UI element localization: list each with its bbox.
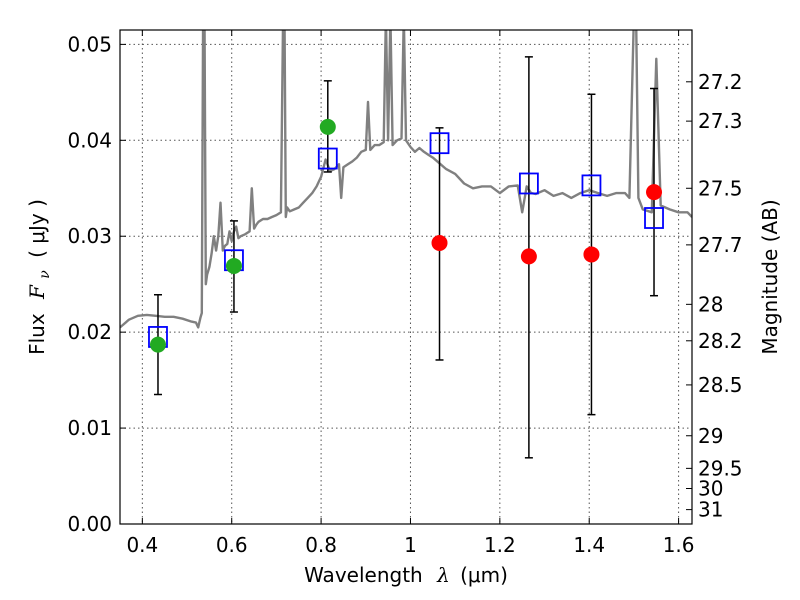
y-tick-label: 0.05 bbox=[67, 32, 112, 56]
y2-tick-label: 30 bbox=[698, 477, 723, 501]
y-tick-label: 0.02 bbox=[67, 320, 112, 344]
y2-tick-label: 27.5 bbox=[698, 176, 743, 200]
y2-tick-label: 27.3 bbox=[698, 109, 743, 133]
y2-axis-label: Magnitude (AB) bbox=[758, 199, 782, 354]
model-flux-square bbox=[317, 147, 338, 170]
observed-flux-point bbox=[646, 184, 663, 201]
x-axis-label-text: Wavelength bbox=[304, 563, 423, 587]
observed-flux-point bbox=[225, 257, 242, 274]
observed-flux-point bbox=[319, 118, 336, 135]
series bbox=[120, 30, 692, 459]
y-tick-label: 0.00 bbox=[67, 512, 112, 536]
observed-flux-point bbox=[583, 246, 600, 263]
observed-flux-point bbox=[431, 234, 448, 251]
model-flux-square bbox=[429, 132, 450, 155]
y-axis-label: Flux F ν ( μJy ) bbox=[25, 199, 54, 355]
y2-tick-label: 27.2 bbox=[698, 70, 743, 94]
grid bbox=[120, 30, 692, 524]
y2-tick-label: 29.5 bbox=[698, 456, 743, 480]
x-tick-label: 1 bbox=[404, 533, 417, 557]
y2-tick-label: 28.2 bbox=[698, 329, 743, 353]
y2-tick-label: 28 bbox=[698, 292, 723, 316]
x-tick-label: 0.4 bbox=[126, 533, 158, 557]
model-spectrum-line bbox=[120, 30, 692, 329]
x-axis-label: Wavelength λ (μm) bbox=[304, 563, 508, 587]
y2-tick-label: 29 bbox=[698, 424, 723, 448]
model-flux-square bbox=[644, 207, 664, 229]
y-tick-label: 0.01 bbox=[67, 416, 112, 440]
y-tick-label: 0.04 bbox=[67, 128, 112, 152]
y-axis-label-text: Flux bbox=[25, 313, 49, 355]
x-axis-symbol: λ bbox=[436, 563, 450, 587]
y-tick-label: 0.03 bbox=[67, 224, 112, 248]
x-tick-label: 1.4 bbox=[573, 533, 605, 557]
y-axis-unit: ( μJy ) bbox=[25, 199, 49, 258]
observed-flux-point bbox=[149, 336, 166, 353]
model-flux-square bbox=[518, 172, 539, 195]
x-tick-label: 0.8 bbox=[305, 533, 337, 557]
y2-tick-label: 27.7 bbox=[698, 233, 743, 257]
x-tick-label: 1.6 bbox=[663, 533, 695, 557]
observed-flux-point bbox=[520, 248, 537, 265]
y2-tick-label: 31 bbox=[698, 498, 723, 522]
model-flux-square bbox=[581, 174, 602, 197]
x-axis-unit: (μm) bbox=[460, 563, 508, 587]
plot-frame bbox=[119, 29, 693, 525]
x-tick-label: 0.6 bbox=[216, 533, 248, 557]
ticks: 0.4 0.6 0.8 1 1.2 1.4 1.6 0.00 0.01 0.02 0.03 0.04 0… bbox=[67, 30, 743, 557]
y2-tick-label: 28.5 bbox=[698, 373, 743, 397]
x-tick-label: 1.2 bbox=[484, 533, 516, 557]
y-axis-subscript: ν bbox=[37, 270, 53, 279]
y-axis-symbol: F bbox=[25, 284, 49, 300]
